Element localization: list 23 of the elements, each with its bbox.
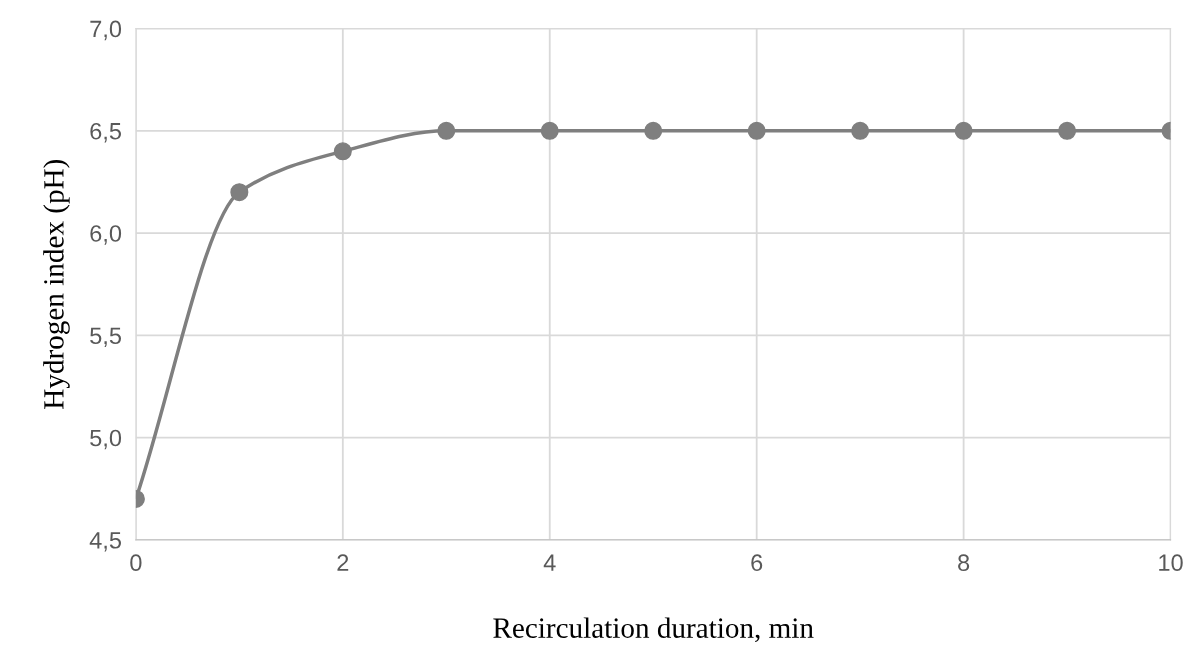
y-tick-label: 4,5 bbox=[89, 532, 122, 552]
x-tick-label: 8 bbox=[958, 554, 970, 572]
x-tick-label: 2 bbox=[337, 554, 349, 571]
point bbox=[747, 121, 766, 140]
point bbox=[333, 142, 352, 161]
x-tick-label: 10 bbox=[1159, 554, 1183, 572]
point bbox=[644, 121, 663, 140]
point bbox=[540, 121, 559, 140]
y-tick-label: 6,0 bbox=[90, 225, 122, 245]
y-axis-title: Hydrogen index (pH) bbox=[43, 159, 70, 409]
x-tick-label: 0 bbox=[130, 554, 142, 572]
point bbox=[230, 183, 249, 202]
point bbox=[437, 121, 456, 140]
y-tick-label: 7,0 bbox=[90, 20, 122, 41]
x-axis-title: Recirculation duration, min bbox=[493, 617, 814, 643]
y-tick-label: 5,0 bbox=[90, 429, 122, 450]
x-tick-label: 6 bbox=[751, 554, 763, 572]
point bbox=[851, 121, 870, 140]
point bbox=[1058, 121, 1077, 140]
y-tick-label: 5,5 bbox=[90, 327, 122, 347]
x-tick-label: 4 bbox=[543, 554, 556, 571]
y-tick-label: 6,5 bbox=[90, 122, 122, 143]
point bbox=[954, 121, 973, 140]
